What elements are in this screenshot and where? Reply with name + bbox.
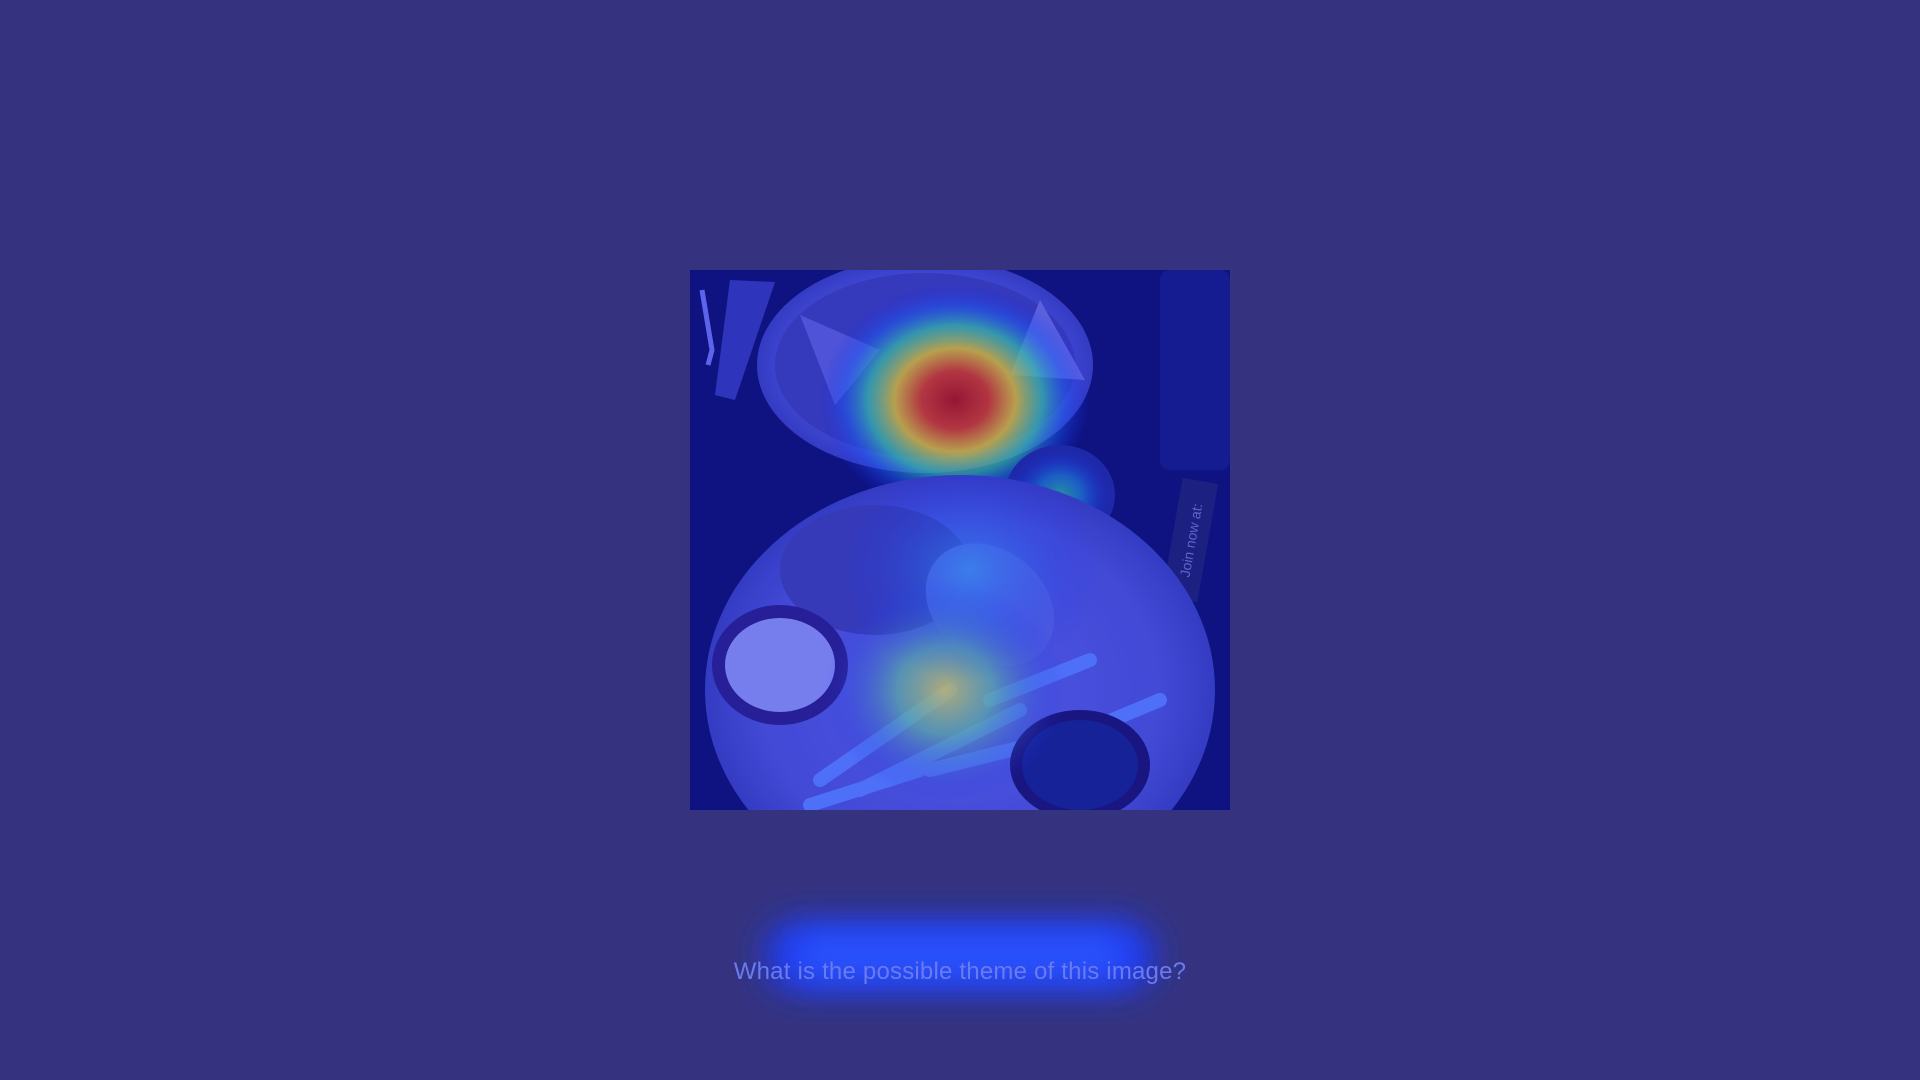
napkin-shape bbox=[715, 280, 775, 400]
drink-glass bbox=[1160, 270, 1230, 470]
fork-shape bbox=[699, 289, 715, 366]
food-photo-heatmap: Join now at: bbox=[690, 270, 1230, 810]
sauce-bottom bbox=[1022, 720, 1138, 810]
photo-svg: Join now at: bbox=[690, 270, 1230, 810]
heatmap-tint bbox=[690, 270, 1230, 810]
question-attention-glow bbox=[765, 920, 1155, 992]
coleslaw bbox=[725, 618, 835, 712]
heatmap-hotspot-main bbox=[820, 285, 1090, 515]
question-text: What is the possible theme of this image… bbox=[733, 958, 1187, 985]
heatmap-hotspot-sandwich bbox=[840, 460, 1100, 680]
join-now-sign: Join now at: bbox=[1161, 477, 1219, 603]
